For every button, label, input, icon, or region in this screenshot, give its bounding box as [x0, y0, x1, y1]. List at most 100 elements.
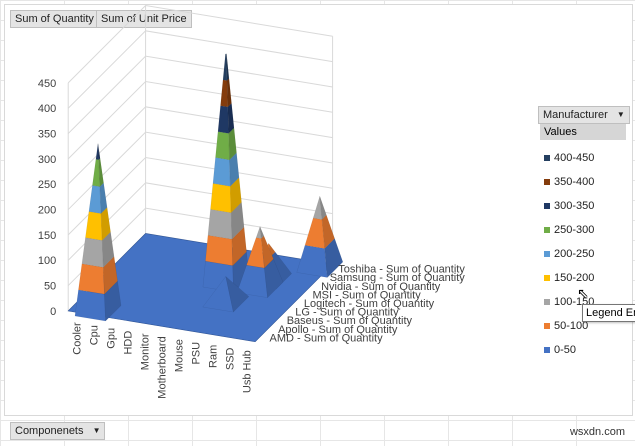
legend-swatch [544, 203, 550, 209]
manufacturer-field-label: Manufacturer [543, 109, 608, 121]
legend-item-label: 0-50 [554, 344, 577, 356]
legend-swatch [544, 275, 550, 281]
category-tick-label: PSU [191, 342, 203, 365]
z-tick-label: 0 [50, 306, 56, 318]
surface-band-shade [98, 158, 104, 187]
surface-band-shade [226, 53, 230, 81]
legend-item[interactable]: 0-50 [544, 338, 594, 362]
legend-item[interactable]: 250-300 [544, 218, 594, 242]
series-tick-label: AMD - Sum of Quantity [270, 332, 384, 344]
surface-band [78, 263, 105, 295]
surface-peaks [74, 53, 344, 322]
category-tick-label: Gpu [106, 328, 118, 349]
legend-item[interactable]: 400-450 [544, 146, 594, 170]
z-tick-label: 450 [38, 78, 56, 90]
surface-band [225, 53, 230, 81]
legend-item[interactable]: 150-200 [544, 266, 594, 290]
legend-title: Values [540, 124, 626, 140]
sum-quantity-field-label: Sum of Quantity [15, 13, 94, 25]
series-tick-label: Apollo - Sum of Quantity [278, 324, 398, 336]
legend-item-label: 250-300 [554, 224, 595, 236]
manufacturer-field-button[interactable]: Manufacturer ▼ [538, 106, 630, 124]
category-tick-label: Usb Hub [242, 350, 254, 393]
legend-item-label: 300-350 [554, 200, 595, 212]
surface-band [210, 183, 232, 213]
componenets-field-button[interactable]: Componenets ▼ [10, 422, 106, 440]
surface-band-shade [231, 202, 245, 240]
gridline [67, 106, 333, 185]
category-tick-label: Motherboard [157, 336, 169, 398]
surface-band-shade [104, 281, 122, 322]
legend-item-label: 200-250 [554, 248, 595, 260]
surface-band-shade [230, 177, 242, 213]
surface-band [88, 185, 102, 214]
surface-band [81, 237, 104, 268]
mouse-pointer-icon: ⇖ [577, 285, 589, 301]
surface-band [220, 79, 229, 108]
surface-band [296, 244, 328, 278]
gridline [67, 4, 333, 84]
surface-band-shade [324, 238, 343, 278]
surface-band-shade [99, 182, 108, 214]
surface-band [319, 196, 327, 220]
series-tick-label: MSI - Sum of Quantity [313, 289, 422, 301]
componenets-field-label: Componenets [15, 425, 84, 437]
legend-item[interactable]: 350-400 [544, 170, 594, 194]
surface-band [74, 289, 106, 322]
z-tick-label: 400 [38, 103, 56, 115]
surface-band-shade [102, 231, 115, 268]
legend-swatch [544, 347, 550, 353]
surface-band [225, 275, 250, 313]
series-tick-label: Toshiba - Sum of Quantity [338, 264, 465, 276]
gridline [67, 30, 333, 109]
legend-item-label: 400-450 [554, 152, 595, 164]
sum-quantity-field-button[interactable]: Sum of Quantity [10, 10, 99, 28]
legend[interactable]: 400-450 350-400 300-350 250-300 200-250 150-2… [544, 146, 594, 362]
surface-band-shade [232, 251, 250, 293]
z-tick-label: 300 [38, 154, 56, 166]
legend-item[interactable]: 300-350 [544, 194, 594, 218]
legend-item-label: 150-200 [554, 272, 595, 284]
gridline [67, 131, 333, 210]
category-tick-label: Ram [208, 345, 220, 368]
series-tick-label: Nvidia - Sum of Quantity [321, 281, 441, 293]
surface-band [304, 217, 325, 249]
category-tick-label: HDD [123, 331, 135, 355]
surface-band-shade [229, 152, 240, 187]
surface-band-shade [225, 276, 249, 313]
surface-band-shade [98, 143, 101, 160]
legend-item-label: 50-100 [554, 320, 589, 332]
category-tick-label: Cpu [89, 325, 101, 345]
surface-band [97, 143, 101, 161]
series-tick-label: Baseus - Sum of Quantity [287, 315, 413, 327]
legend-swatch [544, 251, 550, 257]
category-tick-label: Cooler [72, 322, 84, 355]
z-tick-label: 150 [38, 230, 56, 242]
legend-swatch [544, 179, 550, 185]
surface-band [207, 209, 233, 240]
z-tick-label: 50 [44, 281, 56, 293]
surface-band-shade [100, 207, 111, 241]
series-tick-label: LG - Sum of Quantity [295, 307, 399, 319]
surface-band-shade [228, 127, 237, 160]
surface-band [212, 157, 231, 187]
legend-item[interactable]: 200-250 [544, 242, 594, 266]
surface-band-shade [103, 256, 118, 295]
surface-band-shade [264, 259, 284, 298]
category-tick-label: Mouse [174, 339, 186, 372]
legend-swatch [544, 299, 550, 305]
surface-band-shade [321, 215, 335, 249]
legend-item[interactable]: 50-100 [544, 314, 594, 338]
z-tick-label: 350 [38, 129, 56, 141]
z-tick-label: 200 [38, 205, 56, 217]
surface-band [215, 131, 230, 161]
z-tick-label: 100 [38, 255, 56, 267]
z-tick-label: 250 [38, 179, 56, 191]
surface-band [217, 105, 229, 134]
dropdown-arrow-icon: ▼ [616, 110, 625, 120]
sum-unit-price-field-button[interactable]: Sum of Unit Price [96, 10, 192, 28]
surface-band-shade [319, 196, 327, 220]
surface-band-shade [260, 226, 264, 239]
category-tick-label: Monitor [140, 333, 152, 370]
